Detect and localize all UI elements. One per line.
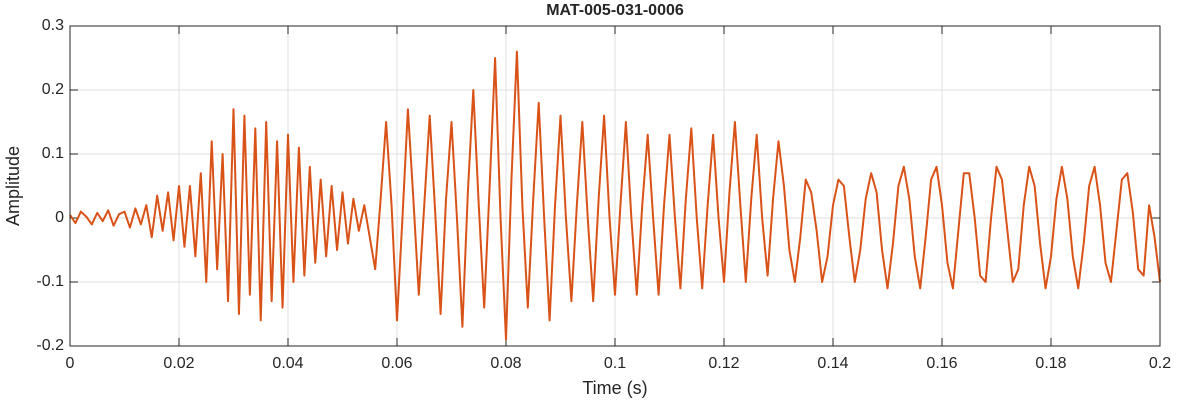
x-tick-label: 0.18: [1035, 355, 1066, 372]
x-axis-label: Time (s): [582, 378, 647, 398]
x-tick-label: 0.08: [490, 355, 521, 372]
waveform: [69, 50, 1161, 341]
x-tick-label: 0: [66, 355, 75, 372]
y-tick-label: -0.1: [36, 273, 64, 290]
x-tick-label: 0.1: [604, 355, 626, 372]
x-tick-label: 0.06: [381, 355, 412, 372]
x-tick-label: 0.2: [1149, 355, 1171, 372]
x-tick-label: 0.02: [163, 355, 194, 372]
plot-frame: [69, 25, 1161, 347]
x-tick-label: 0.14: [817, 355, 848, 372]
y-tick-label: 0.2: [42, 81, 64, 98]
y-axis-label: Amplitude: [3, 146, 23, 226]
x-tick-label: 0.04: [272, 355, 303, 372]
y-tick-label: 0.1: [42, 145, 64, 162]
x-tick-label: 0.16: [926, 355, 957, 372]
x-tick-label: 0.12: [708, 355, 739, 372]
y-tick-label: 0: [55, 209, 64, 226]
y-tick-label: -0.2: [36, 337, 64, 354]
y-tick-label: 0.3: [42, 17, 64, 34]
chart-title: MAT-005-031-0006: [546, 2, 684, 19]
